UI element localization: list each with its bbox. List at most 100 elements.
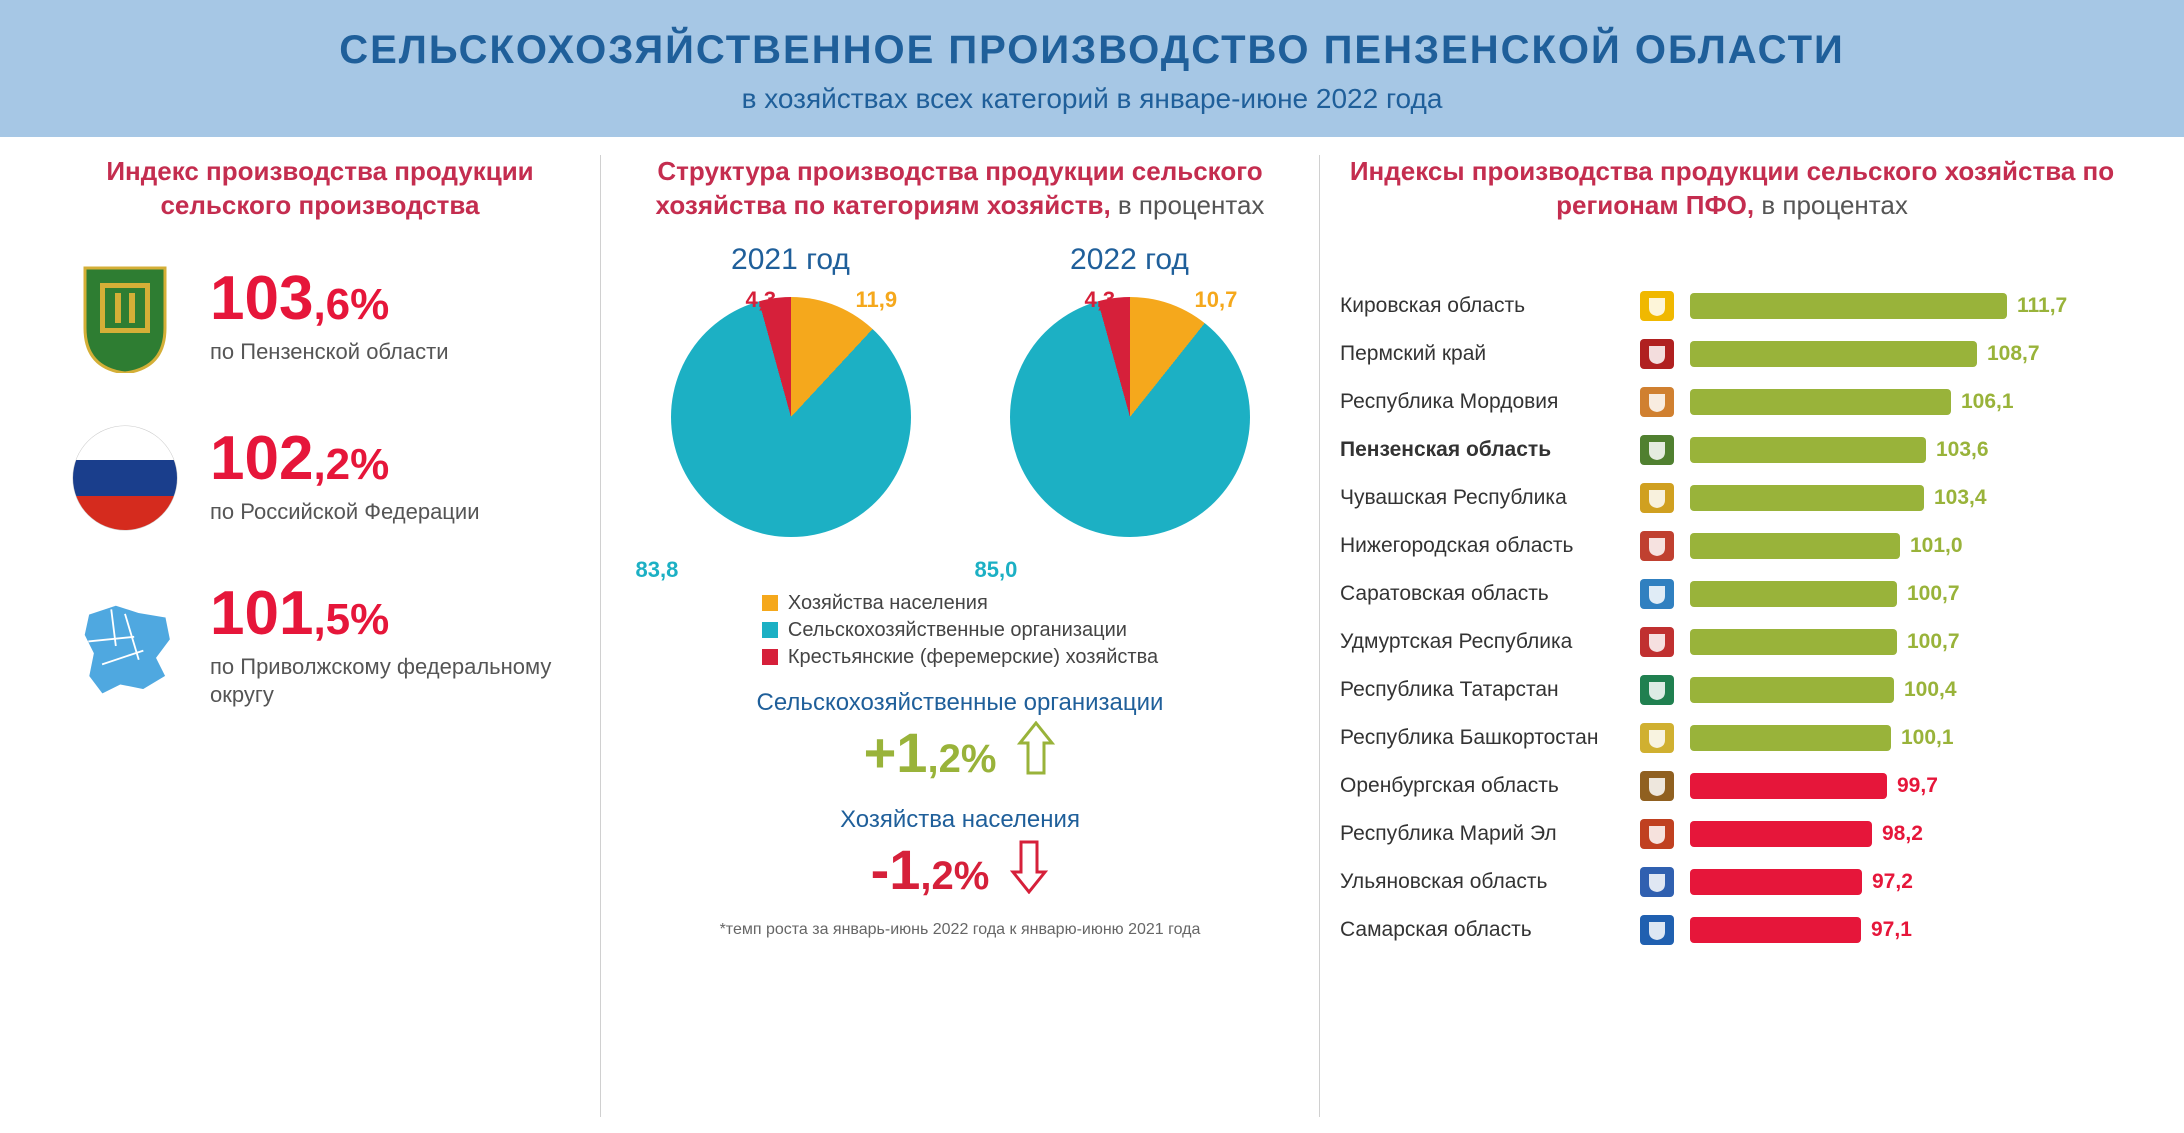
region-name: Республика Башкортостан: [1340, 726, 1640, 750]
bar-track: 97,1: [1690, 917, 2124, 943]
pfo-map-icon: [70, 591, 180, 701]
region-bar-row: Республика Татарстан 100,4: [1340, 667, 2124, 713]
delta-title: Сельскохозяйственные организации: [621, 689, 1299, 717]
bar-fill: [1690, 341, 1977, 367]
region-bar-row: Самарская область 97,1: [1340, 907, 2124, 953]
index-value-small: ,5%: [313, 595, 389, 644]
delta-title: Хозяйства населения: [621, 806, 1299, 834]
col2-title: Структура производства продукции сельско…: [621, 155, 1299, 223]
page-subtitle: в хозяйствах всех категорий в январе-июн…: [0, 83, 2184, 115]
region-bar-row: Чувашская Республика 103,4: [1340, 475, 2124, 521]
region-name: Республика Мордовия: [1340, 390, 1640, 414]
col-regions: Индексы производства продукции сельского…: [1320, 155, 2144, 1117]
bar-value: 106,1: [1961, 390, 2014, 414]
region-bar-row: Республика Марий Эл 98,2: [1340, 811, 2124, 857]
region-name: Саратовская область: [1340, 582, 1640, 606]
bar-track: 100,4: [1690, 677, 2124, 703]
index-value-big: 101: [210, 579, 313, 648]
pie-slice-label: 10,7: [1195, 287, 1238, 313]
col-indices: Индекс производства продукции сельского …: [40, 155, 600, 1117]
bar-value: 98,2: [1882, 822, 1923, 846]
bar-fill: [1690, 533, 1900, 559]
region-name: Республика Марий Эл: [1340, 822, 1640, 846]
delta-blocks: Сельскохозяйственные организации +1,2% Х…: [621, 689, 1299, 903]
index-label: по Российской Федерации: [210, 498, 580, 527]
region-emblem-icon: [1640, 819, 1674, 849]
region-bar-row: Пензенская область 103,6: [1340, 427, 2124, 473]
delta-small: ,2%: [920, 854, 989, 898]
bar-value: 103,4: [1934, 486, 1987, 510]
bar-fill: [1690, 677, 1894, 703]
footnote: *темп роста за январь-июнь 2022 года к я…: [621, 921, 1299, 939]
bar-value: 100,1: [1901, 726, 1954, 750]
bar-fill: [1690, 389, 1951, 415]
index-value: 102,2%: [210, 428, 580, 490]
bar-value: 97,1: [1871, 918, 1912, 942]
bar-track: 103,6: [1690, 437, 2124, 463]
index-block: 103,6% по Пензенской области: [70, 263, 580, 373]
delta-value: -1,2%: [871, 838, 1050, 903]
bar-value: 100,4: [1904, 678, 1957, 702]
penza-emblem-icon: [70, 263, 180, 373]
region-name: Ульяновская область: [1340, 870, 1640, 894]
region-emblem-icon: [1640, 483, 1674, 513]
col1-title: Индекс производства продукции сельского …: [60, 155, 580, 223]
delta-big: +1: [864, 721, 928, 784]
region-emblem-icon: [1640, 531, 1674, 561]
region-emblem-icon: [1640, 291, 1674, 321]
bar-fill: [1690, 725, 1891, 751]
pie-slice-label: 4,3: [746, 287, 777, 313]
bar-value: 100,7: [1907, 582, 1960, 606]
pie-chart: 2022 год 4,310,785,0: [995, 243, 1265, 567]
bar-fill: [1690, 821, 1872, 847]
region-name: Кировская область: [1340, 294, 1640, 318]
russia-flag-icon: [70, 423, 180, 533]
pie-slice-label: 85,0: [975, 557, 1018, 583]
pie-year: 2022 год: [995, 243, 1265, 277]
pie-disc: [671, 297, 911, 537]
region-name: Пензенская область: [1340, 438, 1640, 462]
index-block: 101,5% по Приволжскому федеральному окру…: [70, 583, 580, 710]
bar-track: 103,4: [1690, 485, 2124, 511]
bar-value: 97,2: [1872, 870, 1913, 894]
legend-item: Хозяйства населения: [762, 592, 1158, 615]
bar-value: 101,0: [1910, 534, 1963, 558]
pie-wrap: 4,310,785,0: [995, 297, 1265, 567]
region-name: Чувашская Республика: [1340, 486, 1640, 510]
bar-fill: [1690, 293, 2007, 319]
bar-track: 108,7: [1690, 341, 2124, 367]
bar-value: 103,6: [1936, 438, 1989, 462]
arrow-up-icon: [1016, 721, 1056, 786]
pie-chart: 2021 год 4,311,983,8: [656, 243, 926, 567]
bar-track: 101,0: [1690, 533, 2124, 559]
bar-track: 100,1: [1690, 725, 2124, 751]
bar-track: 99,7: [1690, 773, 2124, 799]
col3-title-sub: в процентах: [1754, 190, 1908, 220]
region-emblem-icon: [1640, 339, 1674, 369]
bar-track: 100,7: [1690, 629, 2124, 655]
col2-title-sub: в процентах: [1111, 190, 1265, 220]
page-title: СЕЛЬСКОХОЗЯЙСТВЕННОЕ ПРОИЗВОДСТВО ПЕНЗЕН…: [0, 28, 2184, 73]
index-value-small: ,2%: [313, 440, 389, 489]
legend-label: Сельскохозяйственные организации: [788, 619, 1127, 642]
arrow-down-icon: [1009, 838, 1049, 903]
delta-big: -1: [871, 838, 921, 901]
index-label: по Пензенской области: [210, 338, 580, 367]
region-emblem-icon: [1640, 771, 1674, 801]
region-emblem-icon: [1640, 387, 1674, 417]
region-bar-row: Удмуртская Республика 100,7: [1340, 619, 2124, 665]
index-value: 101,5%: [210, 583, 580, 645]
region-bar-row: Ульяновская область 97,2: [1340, 859, 2124, 905]
legend-swatch: [762, 622, 778, 638]
region-emblem-icon: [1640, 579, 1674, 609]
bar-track: 98,2: [1690, 821, 2124, 847]
pie-wrap: 4,311,983,8: [656, 297, 926, 567]
region-emblem-icon: [1640, 627, 1674, 657]
region-name: Самарская область: [1340, 918, 1640, 942]
index-value-small: ,6%: [313, 280, 389, 329]
delta-block: Сельскохозяйственные организации +1,2%: [621, 689, 1299, 786]
region-bars: Кировская область 111,7 Пермский край 10…: [1340, 283, 2124, 953]
col3-title-main: Индексы производства продукции сельского…: [1350, 156, 2114, 220]
pie-slice-label: 11,9: [856, 287, 898, 313]
bar-fill: [1690, 629, 1897, 655]
